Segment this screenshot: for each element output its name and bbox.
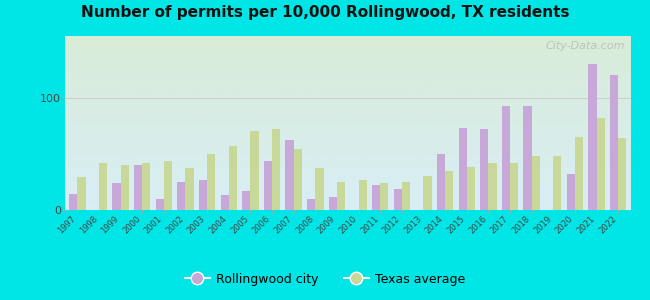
Bar [588, 64, 597, 210]
Bar [315, 169, 324, 210]
Bar [337, 182, 345, 210]
Bar [575, 137, 583, 210]
Bar [597, 118, 604, 210]
Bar [242, 191, 250, 210]
Bar [199, 180, 207, 210]
Bar [523, 106, 532, 210]
Text: City-Data.com: City-Data.com [545, 41, 625, 51]
Bar [164, 160, 172, 210]
Bar [112, 183, 121, 210]
Bar [532, 156, 540, 210]
Text: Number of permits per 10,000 Rollingwood, TX residents: Number of permits per 10,000 Rollingwood… [81, 4, 569, 20]
Bar [553, 156, 562, 210]
Bar [423, 176, 432, 210]
Bar [329, 196, 337, 210]
Bar [372, 185, 380, 210]
Bar [610, 75, 618, 210]
Bar [394, 189, 402, 210]
Bar [134, 165, 142, 210]
Bar [467, 167, 475, 210]
Bar [618, 138, 627, 210]
Bar [380, 183, 389, 210]
Bar [220, 195, 229, 210]
Bar [99, 163, 107, 210]
Bar [445, 171, 453, 210]
Bar [207, 154, 215, 210]
Bar [437, 154, 445, 210]
Bar [402, 182, 410, 210]
Bar [250, 131, 259, 210]
Bar [142, 163, 150, 210]
Bar [285, 140, 294, 210]
Bar [502, 106, 510, 210]
Legend: Rollingwood city, Texas average: Rollingwood city, Texas average [180, 268, 470, 291]
Bar [77, 177, 86, 210]
Bar [121, 165, 129, 210]
Bar [567, 174, 575, 210]
Bar [307, 199, 315, 210]
Bar [510, 163, 518, 210]
Bar [359, 180, 367, 210]
Bar [185, 169, 194, 210]
Bar [155, 199, 164, 210]
Bar [69, 194, 77, 210]
Bar [229, 146, 237, 210]
Bar [294, 149, 302, 210]
Bar [272, 129, 280, 210]
Bar [458, 128, 467, 210]
Bar [177, 182, 185, 210]
Bar [480, 129, 488, 210]
Bar [264, 160, 272, 210]
Bar [488, 163, 497, 210]
